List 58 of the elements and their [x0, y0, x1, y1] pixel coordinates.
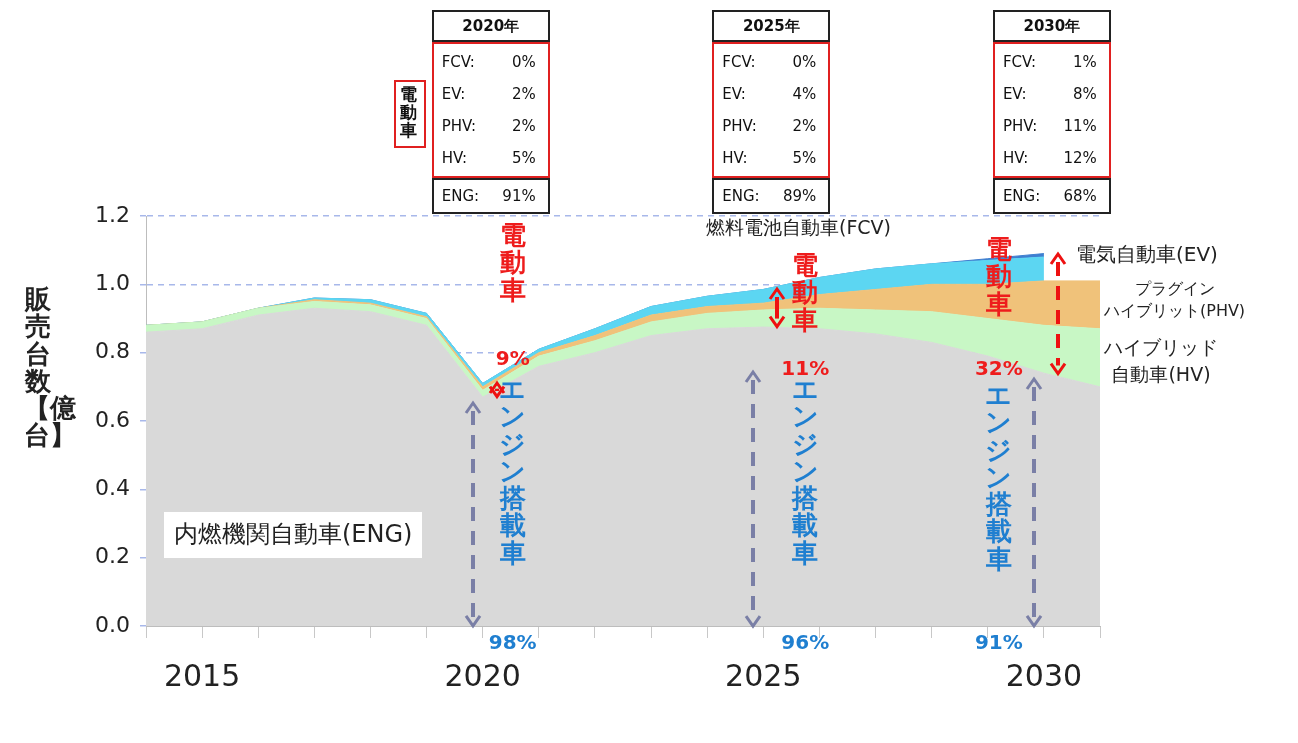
- text: 5%: [511, 149, 536, 167]
- text: EV:: [722, 85, 746, 103]
- text: FCV:: [441, 53, 475, 71]
- text: 2%: [511, 117, 536, 135]
- y-axis-title: 販売台数【億台】: [24, 284, 76, 451]
- y-tick-label: 1.2: [95, 201, 130, 227]
- x-tick-label: 2025: [725, 657, 802, 693]
- text: HV:: [1002, 149, 1029, 167]
- text: PHV:: [1002, 117, 1038, 135]
- text: 5%: [792, 149, 817, 167]
- text: EV:: [441, 85, 466, 103]
- text: 2%: [511, 85, 536, 103]
- y-tick-label: 0.2: [95, 543, 130, 569]
- text: ENG:: [722, 187, 760, 205]
- text: 91%: [974, 630, 1023, 654]
- text: ENG:: [441, 187, 480, 205]
- text: HV:: [441, 149, 468, 167]
- text: 2030年: [992, 10, 1111, 42]
- text: PHV:: [441, 117, 477, 135]
- text: FCV:: [1002, 53, 1037, 71]
- text: HV:: [722, 149, 748, 167]
- text: 2%: [792, 117, 817, 135]
- series-label: 燃料電池自動車(FCV): [706, 215, 892, 240]
- text: ENG:: [1002, 187, 1041, 205]
- x-tick-label: 2020: [444, 657, 521, 693]
- text: 98%: [488, 630, 537, 654]
- text: 0%: [511, 53, 536, 71]
- annotation: 32%: [974, 356, 1023, 380]
- y-tick-label: 0.8: [95, 338, 130, 364]
- text: 12%: [1063, 149, 1097, 167]
- x-tick-label: 2030: [1005, 657, 1083, 693]
- text: 1%: [1073, 53, 1097, 71]
- text: FCV:: [722, 53, 756, 71]
- text: 91%: [502, 187, 536, 205]
- y-tick-label: 1.0: [95, 270, 130, 296]
- series-label: 電気自動車(EV): [1076, 241, 1218, 268]
- text: 89%: [782, 187, 817, 205]
- text: 11%: [1063, 117, 1097, 135]
- text: PHV:: [722, 117, 757, 135]
- text: 2020年: [431, 10, 550, 42]
- annotation: エンジン搭載車: [985, 380, 1013, 574]
- series-label: 内燃機関自動車(ENG): [164, 512, 423, 558]
- text: 8%: [1073, 85, 1097, 103]
- text: 2025年: [712, 10, 831, 42]
- x-tick-label: 2015: [163, 657, 241, 693]
- text: 68%: [1063, 187, 1097, 205]
- annotation: 電動車: [499, 220, 527, 305]
- text: 96%: [781, 630, 830, 654]
- series-label: プラグインハイブリット(PHV): [1104, 278, 1246, 323]
- text: EV:: [1002, 85, 1027, 103]
- annotation: エンジン搭載車: [499, 374, 527, 568]
- text: 電動車: [399, 84, 418, 140]
- text: 4%: [792, 85, 817, 103]
- y-tick-label: 0.4: [95, 475, 130, 501]
- series-label: ハイブリッド自動車(HV): [1104, 335, 1218, 387]
- text: 0%: [792, 53, 817, 71]
- y-tick-label: 0.0: [95, 611, 130, 637]
- y-tick-label: 0.6: [95, 406, 130, 432]
